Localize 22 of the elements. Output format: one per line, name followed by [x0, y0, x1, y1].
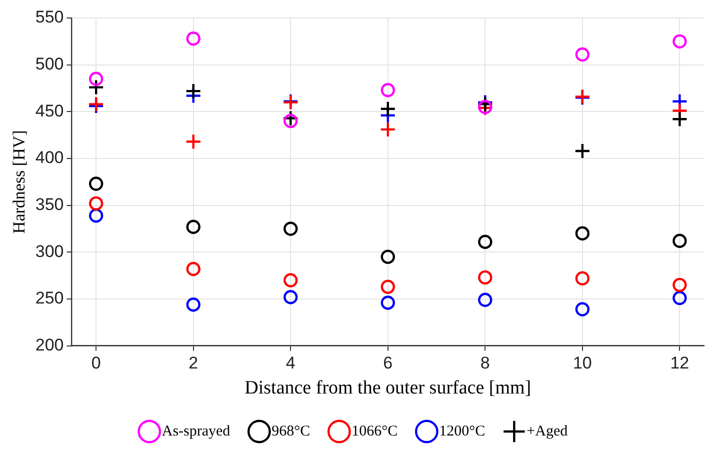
y-tick-label: 200: [35, 335, 64, 354]
x-tick-label: 4: [286, 354, 296, 373]
x-tick-label: 12: [670, 354, 690, 373]
x-tick-label: 0: [91, 354, 101, 373]
legend-label: 968°C: [272, 423, 310, 440]
y-tick-label: 450: [35, 101, 64, 120]
legend-label: 1200°C: [439, 423, 486, 440]
y-tick-label: 250: [35, 288, 64, 308]
x-tick-label: 6: [383, 354, 393, 373]
y-tick-label: 300: [35, 242, 64, 261]
x-tick-label: 10: [572, 354, 592, 373]
y-tick-label: 400: [35, 148, 64, 168]
y-tick-label: 350: [35, 195, 64, 214]
y-tick-label: 500: [35, 54, 64, 74]
x-tick-label: 8: [480, 354, 490, 373]
legend-label: 1066°C: [352, 423, 398, 440]
y-tick-label: 550: [35, 8, 64, 27]
x-axis-title: Distance from the outer surface [mm]: [244, 378, 532, 399]
legend-label: As-sprayed: [162, 423, 231, 440]
x-tick-label: 2: [188, 354, 198, 373]
y-axis-title: Hardness [HV]: [10, 130, 29, 234]
legend-label: +Aged: [526, 423, 568, 440]
